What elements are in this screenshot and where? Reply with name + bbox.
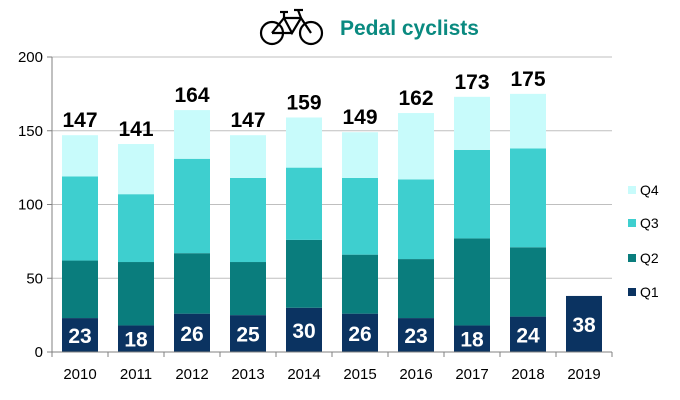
bar-q1 xyxy=(398,318,434,352)
bar-q3 xyxy=(342,177,378,255)
bar-q2 xyxy=(454,238,490,326)
total-data-label: 141 xyxy=(118,118,153,141)
legend-swatch xyxy=(628,186,636,194)
q1-data-label: 23 xyxy=(68,325,91,348)
legend-entry: Q3 xyxy=(640,215,659,231)
chart-title: Pedal cyclists xyxy=(340,17,479,40)
total-data-label: 162 xyxy=(398,87,433,110)
bars: 23 147 18 141 26 164 25 147 30 159 26 149 23 162 18 173… xyxy=(62,68,602,352)
bar-q2 xyxy=(398,259,434,319)
x-tick-label: 2013 xyxy=(231,366,264,383)
bar-q1 xyxy=(566,295,602,352)
bar-q2 xyxy=(230,262,266,316)
y-tick-label: 50 xyxy=(26,270,43,287)
q1-data-label: 23 xyxy=(404,325,427,348)
bar-q3 xyxy=(510,148,546,248)
x-tick-label: 2010 xyxy=(63,366,96,383)
bar-q1 xyxy=(118,325,154,352)
bar-q4 xyxy=(286,117,322,168)
bar-q1 xyxy=(342,313,378,352)
total-data-label: 175 xyxy=(510,68,545,91)
q1-data-label: 18 xyxy=(124,329,148,352)
bar-q1 xyxy=(286,307,322,352)
x-tick-label: 2016 xyxy=(399,366,432,383)
legend: Q4 Q3 Q2 Q1 xyxy=(628,182,659,300)
bar-q3 xyxy=(174,158,210,254)
bar-q4 xyxy=(510,93,546,149)
x-tick-label: 2017 xyxy=(455,366,488,383)
bar-q1 xyxy=(62,318,98,352)
q1-data-label: 25 xyxy=(236,324,260,347)
bar-q4 xyxy=(174,110,210,159)
bar-q1 xyxy=(230,315,266,352)
bar-q4 xyxy=(118,144,154,195)
x-tick-label: 2019 xyxy=(567,366,600,383)
x-tick-label: 2011 xyxy=(120,366,152,383)
legend-entry: Q4 xyxy=(640,182,659,198)
total-data-label: 147 xyxy=(230,109,265,132)
y-tick-label: 150 xyxy=(18,123,43,140)
total-data-label: 149 xyxy=(342,106,377,129)
bicycle-icon xyxy=(259,8,324,46)
bar-q3 xyxy=(62,176,98,261)
y-tick-label: 100 xyxy=(18,197,43,214)
bar-q3 xyxy=(454,149,490,239)
total-data-label: 173 xyxy=(454,71,489,94)
bar-q4 xyxy=(454,96,490,150)
legend-swatch xyxy=(628,254,636,262)
q1-data-label: 30 xyxy=(292,320,315,343)
q1-data-label: 24 xyxy=(516,324,540,347)
bar-q1 xyxy=(510,316,546,352)
y-tick-label: 0 xyxy=(35,344,43,361)
legend-entry: Q2 xyxy=(640,250,659,266)
bar-q4 xyxy=(342,132,378,178)
legend-swatch xyxy=(628,219,636,227)
bar-q3 xyxy=(398,179,434,260)
legend-entry: Q1 xyxy=(640,284,659,300)
total-data-label: 159 xyxy=(286,91,321,114)
bar-q3 xyxy=(118,194,154,263)
x-tick-label: 2015 xyxy=(343,366,376,383)
legend-swatch xyxy=(628,288,636,296)
bar-q4 xyxy=(230,135,266,178)
bar-q3 xyxy=(286,167,322,240)
x-tick-label: 2014 xyxy=(287,366,320,383)
bar-q2 xyxy=(342,254,378,314)
bar-q3 xyxy=(230,177,266,263)
y-tick-label: 200 xyxy=(18,49,43,66)
bar-q2 xyxy=(510,247,546,317)
bar-q4 xyxy=(62,135,98,177)
total-data-label: 164 xyxy=(174,84,209,107)
total-data-label: 147 xyxy=(62,109,97,132)
x-tick-label: 2012 xyxy=(175,366,208,383)
bar-q4 xyxy=(398,113,434,180)
bar-q2 xyxy=(118,262,154,326)
x-axis: 2010 2011 2012 2013 2014 2015 2016 2017 2018 2019 xyxy=(51,351,613,383)
bar-q2 xyxy=(174,253,210,314)
q1-data-label: 18 xyxy=(460,329,484,352)
bar-q1 xyxy=(174,313,210,352)
q1-data-label: 26 xyxy=(180,323,203,346)
bar-q1 xyxy=(454,325,490,352)
y-axis: 0 50 100 150 200 xyxy=(18,49,53,361)
q1-data-label: 26 xyxy=(348,323,371,346)
bar-q2 xyxy=(62,260,98,319)
bar-q2 xyxy=(286,239,322,308)
x-tick-label: 2018 xyxy=(511,366,544,383)
q1-data-label: 38 xyxy=(572,314,596,337)
